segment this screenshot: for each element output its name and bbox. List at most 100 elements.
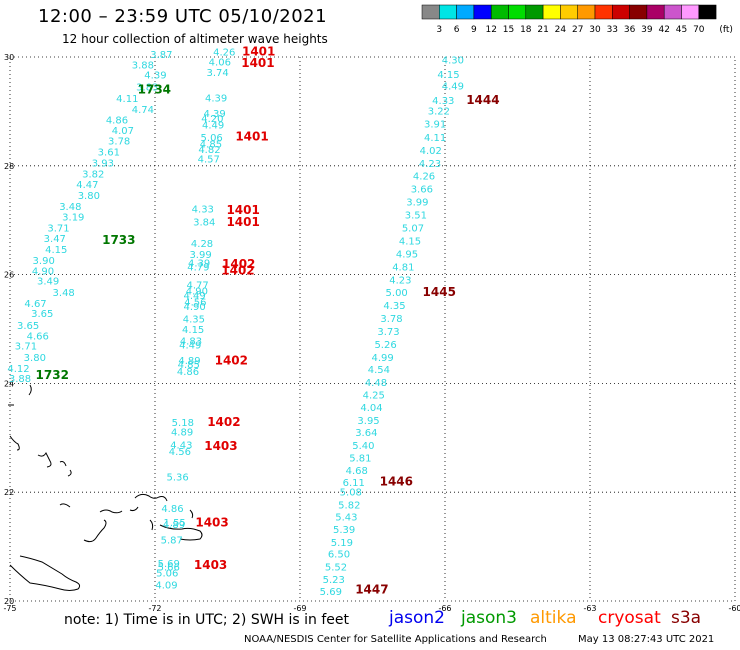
scale-tick-label: 9 bbox=[471, 25, 477, 35]
swh-value: 3.61 bbox=[98, 147, 120, 158]
swh-value: 4.57 bbox=[198, 155, 220, 166]
swh-value: 3.19 bbox=[62, 212, 84, 223]
swh-value: 4.15 bbox=[182, 325, 204, 336]
satellite-jason2: jason2 bbox=[389, 608, 445, 628]
swh-value: 3.88 bbox=[9, 374, 31, 385]
scale-swatch bbox=[439, 4, 457, 20]
swh-value: 3.47 bbox=[44, 234, 66, 245]
scale-tick-label: 30 bbox=[589, 25, 601, 35]
scale-tick-label: 33 bbox=[607, 25, 618, 35]
swh-value: 4.39 bbox=[205, 93, 227, 104]
swh-value: 5.66 bbox=[158, 563, 180, 574]
swh-value: 4.99 bbox=[371, 353, 393, 364]
swh-value: 4.83 bbox=[180, 337, 202, 348]
scale-swatch bbox=[421, 4, 440, 20]
swh-value: 4.04 bbox=[360, 403, 382, 414]
scale-tick-label: 15 bbox=[503, 25, 514, 35]
swh-value: 4.77 bbox=[186, 281, 208, 292]
swh-value: 5.69 bbox=[320, 587, 342, 598]
swh-value: 4.90 bbox=[184, 302, 206, 313]
scale-swatch bbox=[508, 4, 527, 20]
satellite-cryosat: cryosat bbox=[598, 608, 661, 628]
scale-swatch bbox=[681, 4, 700, 20]
swh-value: 3.95 bbox=[357, 416, 379, 427]
swh-value: 4.06 bbox=[209, 58, 231, 69]
swh-value: 5.36 bbox=[167, 472, 189, 483]
swh-value: 3.71 bbox=[15, 342, 37, 353]
swh-value: 4.56 bbox=[169, 447, 191, 458]
coastline-segment bbox=[67, 469, 72, 477]
swh-value: 4.39 bbox=[204, 109, 226, 120]
swh-value: 5.40 bbox=[352, 441, 374, 452]
pass-time-label: 1401 bbox=[235, 129, 268, 143]
scale-tick-label: 70 bbox=[693, 25, 705, 35]
swh-value: 4.33 bbox=[432, 96, 454, 107]
swh-value: 4.12 bbox=[7, 364, 29, 375]
swh-value: 3.73 bbox=[377, 327, 399, 338]
scale-tick-label: 42 bbox=[658, 25, 669, 35]
swh-value: 3.65 bbox=[17, 321, 39, 332]
swh-value: 4.74 bbox=[132, 105, 154, 116]
swh-value: 4.15 bbox=[45, 245, 67, 256]
scale-tick-label: 12 bbox=[485, 25, 496, 35]
track-b: 4.264.063.744.394.394.204.495.064.854.82… bbox=[155, 44, 275, 591]
swh-value: 3.48 bbox=[59, 202, 81, 213]
pass-time-label: 1401 bbox=[226, 203, 259, 217]
swh-value: 5.26 bbox=[374, 340, 396, 351]
swh-value: 4.49 bbox=[442, 82, 464, 93]
swh-value: 4.85 bbox=[178, 360, 200, 371]
swh-value: 3.88 bbox=[132, 60, 154, 71]
coastline-segment bbox=[189, 509, 194, 519]
coastline-segment bbox=[37, 451, 52, 468]
swh-value: 5.19 bbox=[331, 538, 353, 549]
swh-value: 4.11 bbox=[116, 94, 138, 105]
swh-value: 3.22 bbox=[428, 106, 450, 117]
satellite-s3a: s3a bbox=[671, 608, 702, 628]
scale-swatch bbox=[629, 4, 648, 20]
scale-unit: (ft) bbox=[719, 25, 733, 35]
swh-value: 4.67 bbox=[24, 299, 46, 310]
swh-value: 4.82 bbox=[198, 145, 220, 156]
swh-value: 4.49 bbox=[179, 340, 201, 351]
swh-value: 4.89 bbox=[171, 428, 193, 439]
swh-value: 4.25 bbox=[363, 390, 385, 401]
swh-value: 3.64 bbox=[355, 428, 377, 439]
pass-time-label: 1445 bbox=[423, 285, 456, 299]
scale-swatch bbox=[456, 4, 475, 20]
latitude-label: 20 bbox=[4, 597, 14, 606]
longitude-label: -72 bbox=[148, 604, 161, 613]
swh-value: 3.66 bbox=[411, 184, 433, 195]
swh-value: 4.56 bbox=[184, 298, 206, 309]
footnote: note: 1) Time is in UTC; 2) SWH is in fe… bbox=[64, 612, 350, 628]
swh-value: 4.35 bbox=[383, 301, 405, 312]
swh-value: 3.51 bbox=[405, 210, 427, 221]
swh-value: 4.39 bbox=[144, 71, 166, 82]
scale-tick-label: 18 bbox=[520, 25, 532, 35]
swh-value: 3.48 bbox=[53, 288, 75, 299]
swh-value: 4.07 bbox=[112, 126, 134, 137]
swh-value: 5.07 bbox=[402, 223, 424, 234]
scale-tick-label: 6 bbox=[454, 25, 460, 35]
scale-swatch bbox=[663, 4, 682, 20]
credit-line: NOAA/NESDIS Center for Satellite Applica… bbox=[244, 634, 547, 645]
pass-time-label: 1402 bbox=[222, 257, 255, 271]
swh-value: 4.49 bbox=[184, 291, 206, 302]
swh-value: 3.99 bbox=[406, 197, 428, 208]
coastline-segment bbox=[149, 519, 154, 531]
swh-value: 4.48 bbox=[365, 378, 387, 389]
swh-value: 4.89 bbox=[163, 520, 185, 531]
swh-value: 4.47 bbox=[76, 180, 98, 191]
coastline-segment bbox=[9, 435, 20, 451]
track-a: 3.873.884.393.834.114.744.864.073.783.61… bbox=[7, 50, 172, 385]
swh-value: 3.93 bbox=[92, 158, 114, 169]
swh-value: 5.82 bbox=[338, 500, 360, 511]
satellite-jason3: jason3 bbox=[461, 608, 517, 628]
swh-value: 4.68 bbox=[346, 466, 368, 477]
coastline-segment bbox=[83, 519, 107, 543]
coastline-segment bbox=[59, 503, 71, 508]
swh-value: 4.23 bbox=[419, 159, 441, 170]
swh-value: 5.06 bbox=[201, 133, 223, 144]
swh-value: 3.83 bbox=[136, 82, 158, 93]
scale-swatch bbox=[490, 4, 509, 20]
